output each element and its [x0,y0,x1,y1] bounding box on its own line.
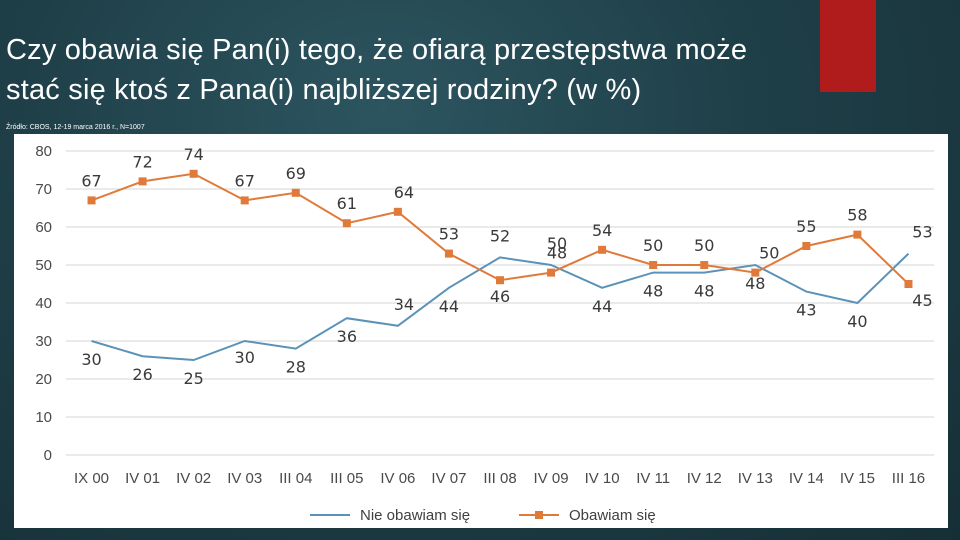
y-tick-label: 80 [35,143,52,160]
data-label: 52 [490,226,510,245]
y-tick-label: 60 [35,219,52,236]
data-label: 50 [759,244,779,263]
x-tick-label: IV 13 [738,470,773,487]
data-point-marker [291,188,300,197]
data-label: 48 [694,282,714,301]
y-tick-label: 30 [35,333,52,350]
data-label: 48 [643,282,663,301]
data-label: 46 [490,287,510,306]
data-point-marker [751,268,760,277]
data-label: 48 [745,274,765,293]
accent-bar [820,0,876,92]
data-point-marker [342,219,351,228]
data-label: 26 [132,365,152,384]
line-chart: 0 10 20 30 40 50 60 70 80 IX 00 IV 01 IV 02 IV 03 III… [35,143,934,524]
data-label: 48 [547,244,567,263]
y-tick-label: 0 [44,447,52,464]
series-line-nie-obawiam [91,252,910,362]
data-label: 50 [694,236,714,255]
data-label: 40 [847,312,867,331]
x-tick-label: IV 12 [687,470,722,487]
data-point-marker [189,169,198,178]
data-label: 50 [643,236,663,255]
title-line-2: stać się ktoś z Pana(i) najbliższej rodz… [6,74,642,106]
data-label: 25 [183,369,203,388]
data-label: 45 [912,291,932,310]
source-note: Źródło: CBOS, 12-19 marca 2016 r., N=100… [6,124,145,131]
y-tick-label: 50 [35,257,52,274]
data-label: 28 [286,358,306,377]
x-tick-label: IV 07 [431,470,466,487]
y-tick-label: 40 [35,295,52,312]
data-label: 43 [796,301,816,320]
data-label: 67 [235,171,255,190]
x-tick-label: IV 15 [840,470,875,487]
x-tick-label: III 05 [330,470,363,487]
x-tick-label: III 04 [279,470,312,487]
y-tick-label: 70 [35,181,52,198]
legend-label-obawiam: Obawiam się [569,507,656,524]
data-point-marker [240,196,249,205]
data-point-marker [649,261,658,269]
data-label: 30 [81,350,101,369]
data-label: 61 [337,194,357,213]
data-label: 72 [132,152,152,171]
y-tick-label: 10 [35,409,52,426]
data-point-marker [87,196,96,205]
chart-panel: 0 10 20 30 40 50 60 70 80 IX 00 IV 01 IV 02 IV 03 III… [14,134,948,528]
data-label: 53 [439,225,459,244]
legend-label-nie-obawiam: Nie obawiam się [360,507,470,524]
data-point-marker [802,242,811,250]
data-point-marker [138,177,147,186]
data-label: 30 [235,348,255,367]
x-tick-label: IV 11 [636,470,670,487]
x-tick-label: III 16 [892,470,925,487]
x-tick-label: IV 14 [789,470,824,487]
data-label: 54 [592,221,612,240]
data-point-marker [853,230,862,239]
x-tick-label: IV 10 [585,470,620,487]
data-label: 36 [337,327,357,346]
data-label: 44 [592,297,612,316]
x-tick-label: IV 03 [227,470,262,487]
data-label: 34 [394,295,414,314]
x-tick-label: IV 06 [380,470,415,487]
x-tick-label: IV 09 [534,470,569,487]
data-point-marker [598,245,607,254]
legend-marker-obawiam [535,511,543,519]
data-point-marker [904,280,913,288]
slide-title: Czy obawia się Pan(i) tego, że ofiarą pr… [6,30,946,110]
title-line-1: Czy obawia się Pan(i) tego, że ofiarą pr… [6,34,748,66]
data-label: 74 [183,145,203,164]
data-point-marker [700,261,709,269]
data-label: 58 [847,206,867,225]
data-point-marker [547,268,556,277]
data-label: 53 [912,223,932,242]
data-label: 44 [439,297,459,316]
data-point-marker [496,276,504,285]
x-tick-label: IX 00 [74,470,109,487]
data-label: 55 [796,217,816,236]
y-tick-label: 20 [35,371,52,388]
data-point-marker [393,207,402,216]
x-tick-label: IV 01 [125,470,160,487]
data-label: 67 [81,171,101,190]
x-tick-label: III 08 [483,470,516,487]
data-label: 69 [286,164,306,183]
x-tick-label: IV 02 [176,470,211,487]
data-label: 64 [394,183,414,202]
data-label: 50 [547,234,567,253]
data-point-marker [444,249,453,258]
